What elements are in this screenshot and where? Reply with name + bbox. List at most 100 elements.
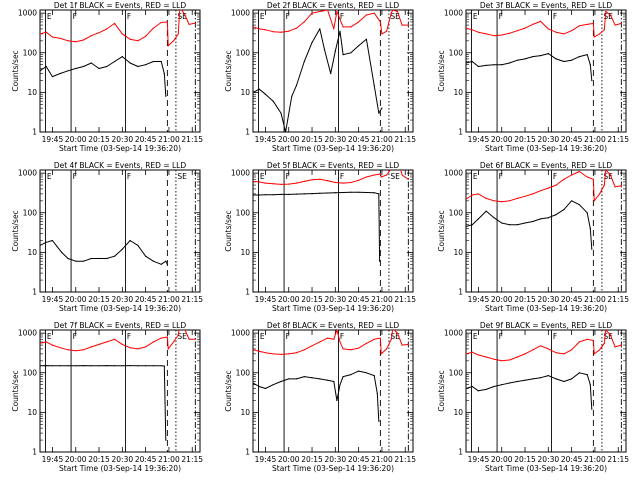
x-tick-label: 21:15 xyxy=(394,135,416,144)
data-point xyxy=(524,222,526,224)
data-point xyxy=(401,24,403,26)
x-tick-label: 19:45 xyxy=(255,455,277,464)
data-point xyxy=(333,380,335,383)
data-point xyxy=(599,33,601,35)
lld-series-line xyxy=(253,330,409,355)
panel-title: Det 6f BLACK = Events, RED = LLD xyxy=(480,161,613,170)
data-point xyxy=(591,408,593,410)
y-tick-label: 10 xyxy=(453,248,463,257)
data-point xyxy=(555,31,557,33)
data-point xyxy=(493,217,495,219)
marker-label: E xyxy=(260,332,265,341)
panel-title: Det 3f BLACK = Events, RED = LLD xyxy=(480,1,613,10)
data-point xyxy=(578,56,581,58)
marker-label: F xyxy=(499,332,503,341)
data-point xyxy=(350,374,352,376)
x-tick-label: 20:30 xyxy=(112,135,134,144)
x-tick-label: 19:45 xyxy=(468,455,490,464)
data-point xyxy=(288,193,290,195)
data-point xyxy=(59,37,61,40)
data-point xyxy=(378,193,380,195)
data-point xyxy=(540,55,542,57)
x-tick-label: 21:15 xyxy=(607,455,629,464)
x-tick-label: 21:00 xyxy=(158,295,180,304)
data-point xyxy=(129,365,131,367)
data-point xyxy=(253,349,254,351)
data-point xyxy=(253,194,254,196)
data-point xyxy=(145,255,147,257)
data-point xyxy=(295,182,298,184)
y-axis-label: Counts/sec xyxy=(437,50,446,91)
data-point xyxy=(106,257,108,260)
data-point xyxy=(327,337,329,339)
data-point xyxy=(540,190,542,192)
data-point xyxy=(358,370,360,372)
data-point xyxy=(40,70,41,72)
data-point xyxy=(605,330,607,331)
marker-label: E xyxy=(47,332,52,341)
data-point xyxy=(555,352,557,354)
y-tick-label: 100 xyxy=(23,368,38,377)
panel-4: Det 4f BLACK = Events, RED = LLD 1 10 100 10… xyxy=(11,161,203,313)
x-axis-label: Start Time (03-Sep-14 19:36:20) xyxy=(485,464,607,473)
y-tick-label: 1000 xyxy=(231,9,250,18)
data-point xyxy=(194,338,196,340)
data-point xyxy=(121,33,123,35)
data-point xyxy=(59,365,61,367)
x-tick-label: 20:30 xyxy=(112,295,134,304)
y-tick-label: 100 xyxy=(236,48,251,57)
x-tick-label: 21:00 xyxy=(584,295,606,304)
data-point xyxy=(106,341,108,343)
data-point xyxy=(342,376,344,378)
data-point xyxy=(90,365,92,367)
marker-label: SE xyxy=(390,172,400,181)
x-tick-label: 21:15 xyxy=(607,135,629,144)
data-point xyxy=(603,342,605,344)
data-point xyxy=(165,260,167,262)
data-point xyxy=(586,54,588,56)
x-tick-label: 20:15 xyxy=(514,295,536,304)
y-tick-label: 1 xyxy=(32,448,37,457)
data-point xyxy=(334,181,336,184)
data-point xyxy=(166,21,168,23)
data-point xyxy=(272,183,274,185)
data-point xyxy=(51,365,54,367)
data-point xyxy=(82,365,85,367)
events-series-line xyxy=(40,56,167,97)
data-point xyxy=(160,337,162,339)
y-tick-label: 10 xyxy=(240,408,250,417)
data-point xyxy=(563,209,565,211)
data-point xyxy=(614,186,616,188)
data-point xyxy=(311,42,313,44)
data-point xyxy=(609,174,612,176)
x-tick-label: 19:45 xyxy=(255,295,277,304)
plot-frame xyxy=(252,329,414,453)
data-point xyxy=(311,179,313,181)
marker-label: SE xyxy=(177,332,187,341)
data-point xyxy=(373,84,375,86)
panel-5: Det 5f BLACK = Events, RED = LLD 1 10 100 10… xyxy=(224,161,416,313)
x-tick-label: 20:00 xyxy=(65,455,87,464)
data-point xyxy=(532,378,534,380)
marker-label: SE xyxy=(177,172,187,181)
marker-label: F xyxy=(340,12,344,21)
data-point xyxy=(67,257,69,260)
data-point xyxy=(106,28,108,30)
data-point xyxy=(258,385,260,388)
x-tick-label: 20:30 xyxy=(112,455,134,464)
x-tick-label: 21:00 xyxy=(158,135,180,144)
data-point xyxy=(75,260,77,262)
data-point xyxy=(183,13,186,15)
data-point xyxy=(67,349,69,351)
x-tick-label: 21:15 xyxy=(607,295,629,304)
data-point xyxy=(67,365,69,367)
data-point xyxy=(272,194,274,196)
data-point xyxy=(485,356,487,358)
y-tick-label: 10 xyxy=(240,88,250,97)
x-tick-label: 20:15 xyxy=(88,135,110,144)
data-point xyxy=(152,260,154,262)
marker-label: F xyxy=(553,172,557,181)
x-axis-label: Start Time (03-Sep-14 19:36:20) xyxy=(59,144,181,153)
data-point xyxy=(75,365,77,367)
data-point xyxy=(137,65,139,68)
